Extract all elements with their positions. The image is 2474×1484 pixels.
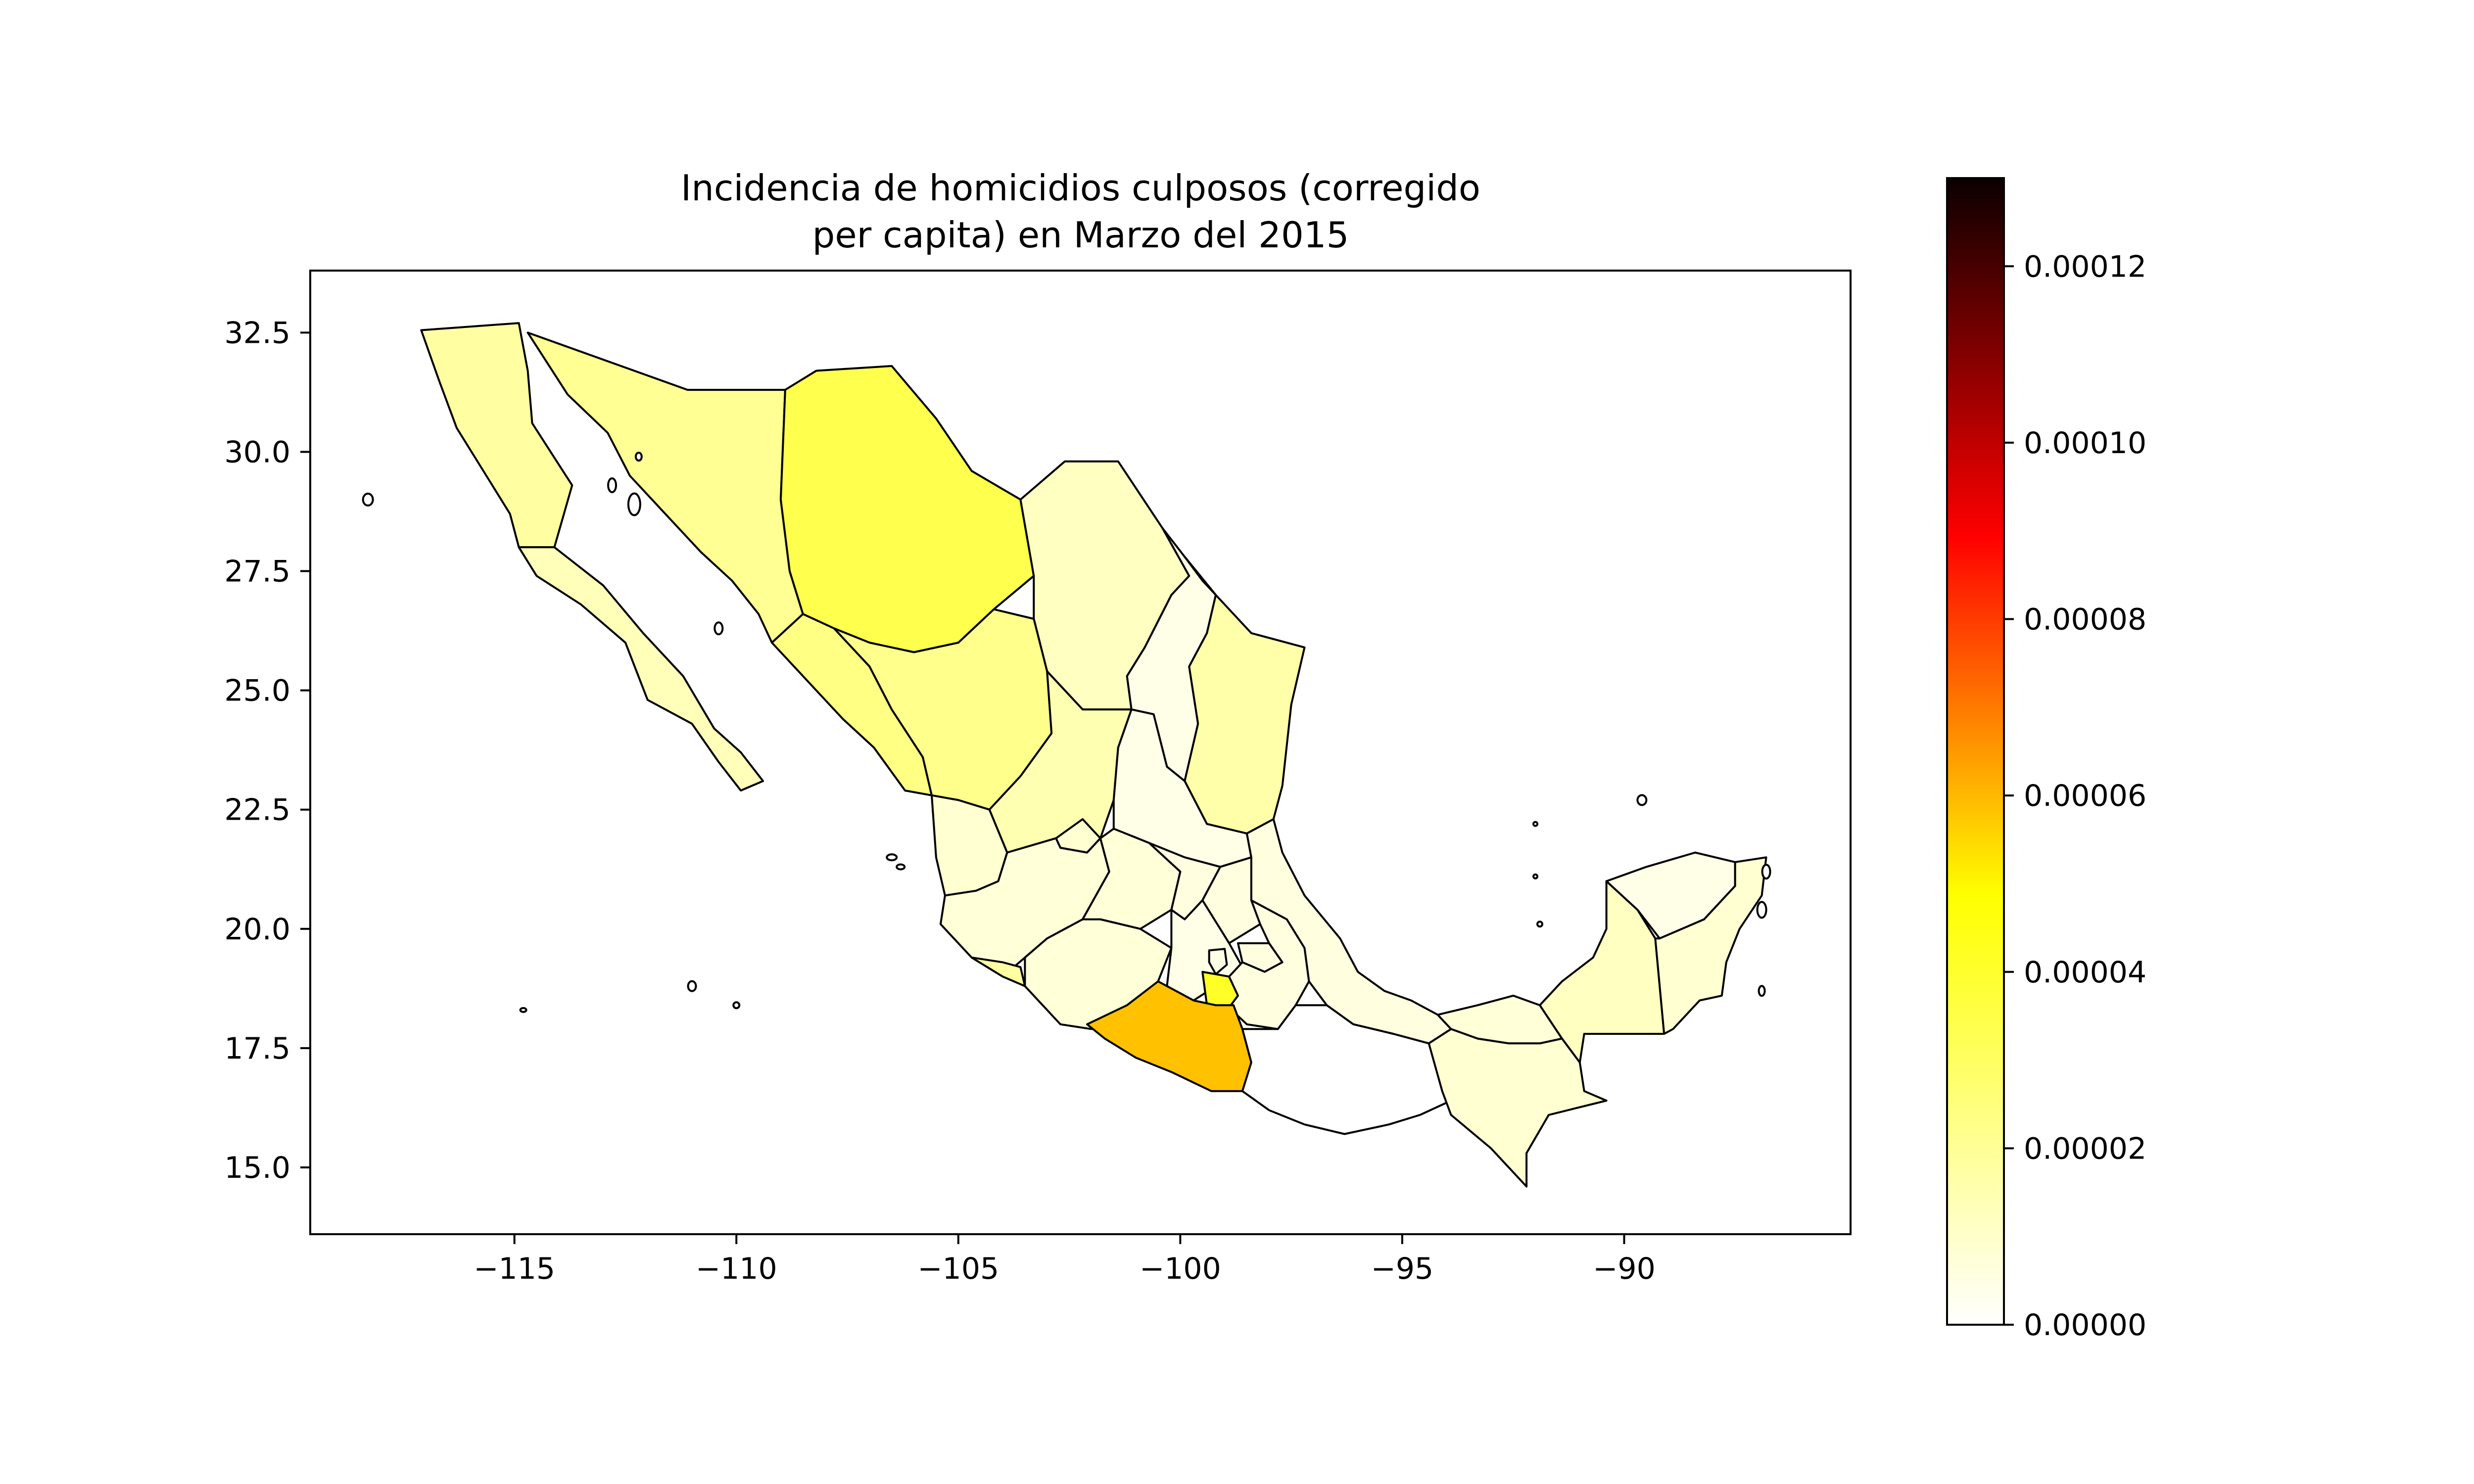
- colorbar-tick-label: 0.00004: [2024, 955, 2146, 990]
- y-tick-label: 32.5: [224, 316, 290, 350]
- colorbar-tick-label: 0.00006: [2024, 779, 2146, 813]
- island-shape: [732, 1001, 741, 1010]
- state-quintana-roo: [1654, 856, 1767, 1035]
- island-shape: [896, 863, 906, 871]
- island-shape: [519, 1007, 527, 1013]
- state-campeche: [1539, 880, 1665, 1064]
- colorbar: 0.00000 0.00002 0.00004 0.00006 0.00008 0.000…: [1946, 177, 2146, 1343]
- state-ciudad-de-mexico: [1208, 948, 1228, 975]
- y-tick-label: 15.0: [224, 1151, 290, 1185]
- island-shape: [627, 492, 641, 516]
- state-michoacan: [1024, 918, 1173, 1030]
- island-shape: [1636, 794, 1648, 806]
- island-shape: [886, 853, 898, 862]
- island-shape: [634, 452, 643, 462]
- colorbar-tick-label: 0.00012: [2024, 249, 2146, 284]
- map-area: [309, 270, 1852, 1235]
- y-axis: 15.0 17.5 20.0 22.5 25.0 27.5 30.0 32.5: [224, 316, 310, 1185]
- x-tick-label: −100: [1140, 1252, 1221, 1286]
- island-shape: [687, 980, 697, 992]
- x-tick-label: −95: [1371, 1252, 1434, 1286]
- colorbar-tick-label: 0.00000: [2024, 1308, 2146, 1343]
- island-shape: [1761, 864, 1771, 880]
- y-tick-label: 17.5: [224, 1031, 290, 1066]
- chart-title-line-1: Incidencia de homicidios culposos (corre…: [681, 167, 1480, 209]
- island-shape: [714, 621, 724, 636]
- y-tick-label: 27.5: [224, 555, 290, 589]
- x-tick-label: −110: [696, 1252, 777, 1286]
- chart-title-line-2: per capita) en Marzo del 2015: [812, 214, 1349, 256]
- colorbar-gradient: [1946, 177, 2005, 1326]
- x-tick-label: −105: [917, 1252, 999, 1286]
- state-guanajuato: [1082, 828, 1182, 930]
- state-chiapas: [1427, 1028, 1608, 1188]
- y-tick-label: 30.0: [224, 435, 290, 469]
- island-shape: [1756, 901, 1767, 919]
- island-shape: [1758, 985, 1766, 997]
- x-tick-label: −115: [474, 1252, 555, 1286]
- colorbar-ticks: 0.00000 0.00002 0.00004 0.00006 0.00008 0.000…: [2004, 249, 2146, 1343]
- x-axis: −115 −110 −105 −100 −95 −90: [474, 1234, 1656, 1286]
- islands-layer: [362, 452, 1771, 1013]
- island-shape: [1532, 873, 1539, 880]
- x-tick-label: −90: [1593, 1252, 1656, 1286]
- y-tick-label: 25.0: [224, 674, 290, 708]
- colorbar-tick-label: 0.00002: [2024, 1131, 2146, 1166]
- island-shape: [1532, 821, 1539, 827]
- island-shape: [362, 492, 374, 507]
- states-layer: [420, 322, 1767, 1188]
- colorbar-tick-label: 0.00008: [2024, 603, 2146, 637]
- state-baja-california-sur: [518, 546, 764, 792]
- island-shape: [1536, 921, 1544, 928]
- state-colima: [970, 956, 1026, 987]
- colorbar-tick-label: 0.00010: [2024, 426, 2146, 461]
- y-tick-label: 20.0: [224, 912, 290, 947]
- y-tick-label: 22.5: [224, 793, 290, 828]
- island-shape: [607, 477, 618, 493]
